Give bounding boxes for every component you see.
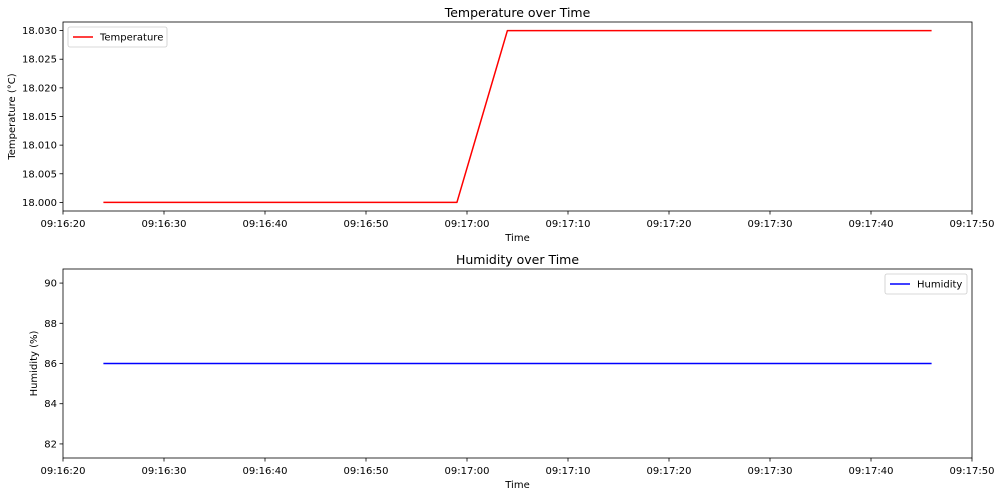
y-tick-label: 18.010 [22, 141, 57, 152]
x-tick-label: 09:17:50 [950, 466, 995, 477]
chart-panel-1: 09:16:20 09:16:30 09:16:40 09:16:50 09:17:00… [7, 5, 994, 244]
y-tick-label: 18.020 [22, 83, 57, 94]
x-tick-label: 09:17:10 [546, 219, 591, 230]
y-axis-label: Humidity (%) [29, 330, 40, 396]
x-axis-label: Time [504, 233, 529, 244]
legend: Temperature [67, 26, 168, 48]
y-tick-label: 88 [44, 319, 57, 330]
x-axis-label: Time [504, 480, 529, 491]
series-line-temperature [103, 29, 932, 204]
y-tick-label: 84 [44, 399, 57, 410]
y-tick-label: 18.000 [22, 198, 57, 209]
x-tick-label: 09:17:40 [849, 219, 894, 230]
x-tick-label: 09:16:40 [243, 466, 288, 477]
x-tick-label: 09:17:40 [849, 466, 894, 477]
x-tick-label: 09:16:50 [344, 219, 389, 230]
x-tick-label: 09:17:00 [445, 219, 490, 230]
x-tick-label: 09:16:50 [344, 466, 389, 477]
legend-box [884, 273, 968, 295]
chart-panel-2: 09:16:20 09:16:30 09:16:40 09:16:50 09:17:00… [29, 252, 994, 491]
x-tick-label: 09:17:20 [647, 219, 692, 230]
y-tick-label: 18.025 [22, 55, 57, 66]
y-tick-label: 86 [44, 359, 57, 370]
x-tick-label: 09:17:10 [546, 466, 591, 477]
legend: Humidity [884, 273, 968, 295]
legend-label: Humidity [917, 280, 962, 291]
y-tick-label: 18.030 [22, 26, 57, 37]
plot-frame [62, 21, 973, 212]
legend-box [67, 26, 168, 48]
x-tick-label: 09:17:50 [950, 219, 995, 230]
x-tick-label: 09:17:30 [748, 219, 793, 230]
y-tick-label: 18.005 [22, 169, 57, 180]
x-tick-label: 09:16:20 [41, 466, 86, 477]
x-tick-label: 09:17:00 [445, 466, 490, 477]
y-axis-label: Temperature (°C) [7, 73, 18, 160]
legend-label: Temperature [99, 33, 163, 44]
chart-title: Humidity over Time [456, 252, 579, 267]
x-tick-label: 09:16:20 [41, 219, 86, 230]
x-tick-label: 09:17:30 [748, 466, 793, 477]
chart-title: Temperature over Time [444, 5, 591, 20]
y-tick-label: 90 [44, 279, 57, 290]
x-tick-label: 09:16:30 [142, 466, 187, 477]
x-tick-label: 09:16:30 [142, 219, 187, 230]
y-tick-label: 82 [44, 439, 57, 450]
y-tick-label: 18.015 [22, 112, 57, 123]
x-tick-label: 09:16:40 [243, 219, 288, 230]
x-tick-label: 09:17:20 [647, 466, 692, 477]
